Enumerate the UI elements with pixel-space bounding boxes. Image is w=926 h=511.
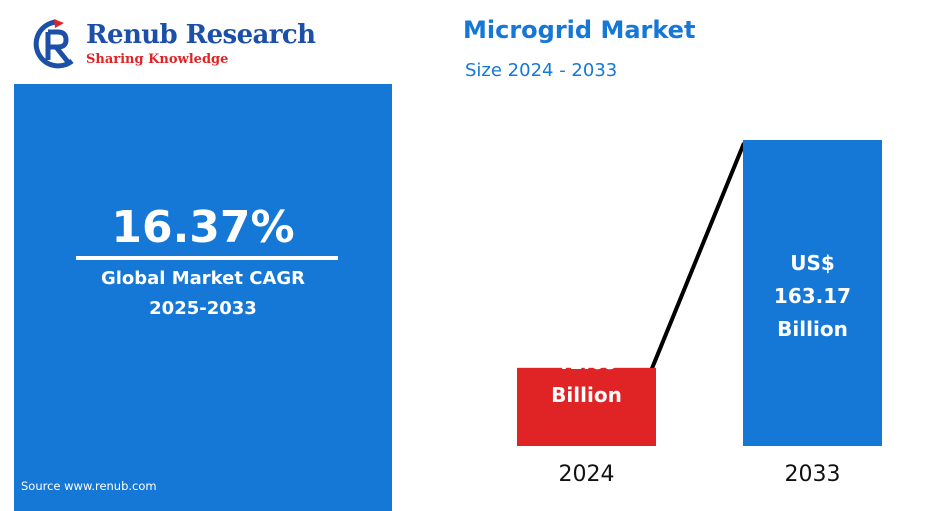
bar-2033 (743, 140, 882, 446)
bar-label-2033-line1: US$ (790, 251, 835, 275)
bar-label-2024-line2: 41.69 (555, 350, 618, 374)
cagr-label-line2: 2025-2033 (149, 298, 257, 319)
x-tick-label-2024: 2024 (559, 462, 615, 487)
cagr-panel: 16.37% Global Market CAGR 2025-2033 Sour… (14, 84, 392, 511)
bar-label-2033-line2: 163.17 (774, 284, 851, 308)
renub-logo-icon (33, 19, 74, 69)
renub-logo: Renub Research Sharing Knowledge (24, 14, 316, 74)
chart-title: Microgrid Market (463, 16, 696, 44)
bar-label-2024-line3: Billion (551, 383, 622, 407)
cagr-label-line1: Global Market CAGR (100, 268, 306, 289)
brand-name: Renub Research (86, 20, 316, 50)
bar-2024 (517, 367, 656, 446)
source-text: Source www.renub.com (21, 479, 157, 493)
x-tick-label-2033: 2033 (785, 462, 841, 487)
brand-tagline: Sharing Knowledge (86, 52, 229, 67)
cagr-divider (76, 256, 338, 260)
bar-label-2033-line3: Billion (777, 317, 848, 341)
cagr-label: Global Market CAGR 2025-2033 (14, 264, 392, 324)
chart-subtitle: Size 2024 - 2033 (465, 60, 618, 81)
bar-label-2024-line1: US$ (564, 317, 609, 341)
growth-connector-line (649, 142, 746, 372)
cagr-value: 16.37% (111, 202, 295, 253)
